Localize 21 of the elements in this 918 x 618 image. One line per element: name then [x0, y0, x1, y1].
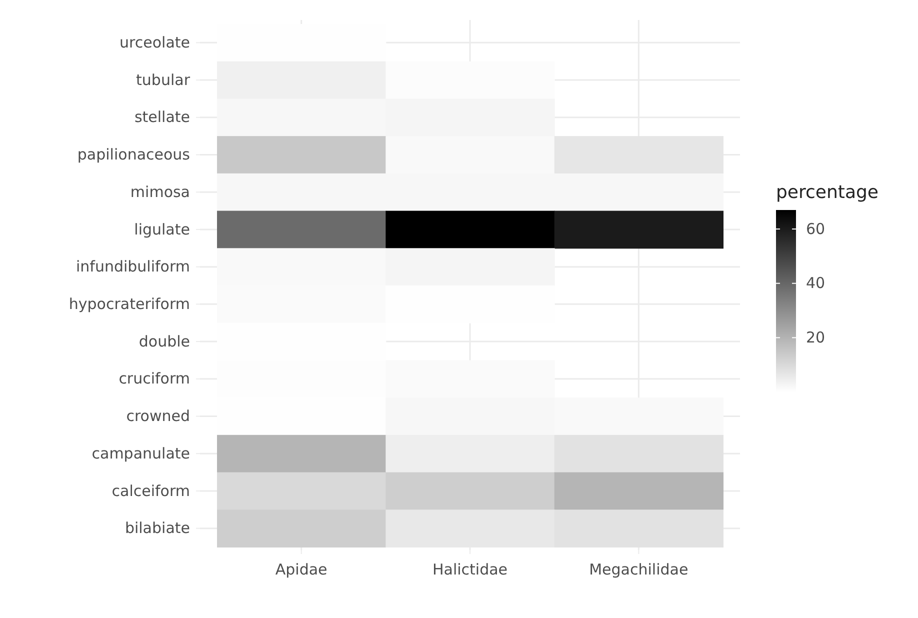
y-tick-label: urceolate: [120, 33, 190, 52]
y-tick-label: campanulate: [92, 444, 190, 462]
y-tick-label: hypocrateriform: [68, 294, 190, 313]
color-bar-label: 20: [806, 328, 826, 346]
y-tick-label: mimosa: [130, 182, 190, 201]
color-bar-label: 40: [806, 274, 826, 292]
y-tick-label: double: [138, 332, 190, 350]
y-tick-label: bilabiate: [124, 519, 190, 538]
y-tick-label: stellate: [134, 108, 190, 126]
y-tick-label: crowned: [126, 407, 190, 426]
y-tick-label: calceiform: [112, 482, 190, 500]
color-bar-title: percentage: [776, 182, 878, 203]
x-tick-label: Apidae: [275, 560, 328, 579]
y-tick-label: papilionaceous: [77, 146, 190, 164]
y-tick-label: ligulate: [134, 220, 190, 238]
y-tick-label: infundibuliform: [76, 258, 190, 276]
color-bar-label: 60: [806, 220, 826, 238]
y-tick-label: tubular: [136, 70, 191, 89]
x-tick-label: Megachilidae: [589, 560, 688, 579]
x-tick-label: Halictidae: [432, 560, 508, 579]
y-tick-label: cruciform: [118, 370, 190, 388]
